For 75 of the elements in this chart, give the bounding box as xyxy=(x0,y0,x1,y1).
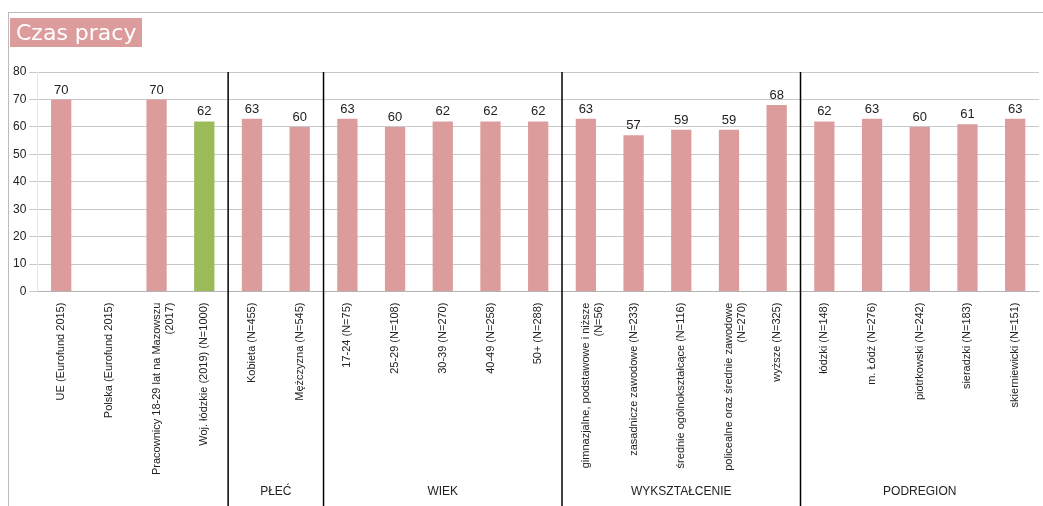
x-tick-label: Woj. łódzkie (2019) (N=1000) xyxy=(197,302,210,446)
bar xyxy=(480,121,501,292)
x-tick-label: piotrkowski (N=242) xyxy=(912,302,925,401)
bar xyxy=(146,99,167,292)
bar xyxy=(623,135,644,292)
y-tick-label: 50 xyxy=(12,146,27,161)
x-tick-label: gimnazjalne, podstawowe i niższe (N=56) xyxy=(578,302,605,469)
bar xyxy=(718,129,740,292)
data-label: 57 xyxy=(626,117,641,133)
bar xyxy=(575,118,597,292)
bar xyxy=(909,126,930,292)
data-label: 68 xyxy=(769,87,784,103)
data-label: 60 xyxy=(387,108,403,124)
x-tick-label: łódzki (N=148) xyxy=(817,302,830,374)
x-tick-label: zasadnicze zawodowe (N=233) xyxy=(626,302,639,456)
x-tick-label: 30-39 (N=270) xyxy=(435,302,448,374)
data-label: 62 xyxy=(530,103,546,119)
data-label: 60 xyxy=(292,108,307,124)
y-tick-label: 20 xyxy=(12,229,27,243)
data-label: 61 xyxy=(960,106,975,122)
data-label: 63 xyxy=(1007,100,1023,116)
y-tick-label: 30 xyxy=(12,201,27,216)
bar xyxy=(671,129,692,292)
x-tick-label: policealne oraz średnie zawodowe (N=270) xyxy=(722,302,748,471)
data-label: 63 xyxy=(244,100,260,116)
bar xyxy=(241,118,263,292)
data-label: 70 xyxy=(53,81,69,97)
y-tick-label: 80 xyxy=(12,64,27,79)
x-tick-label: UE (Eurofund 2015) xyxy=(54,302,67,401)
bar xyxy=(384,126,406,292)
data-label: 60 xyxy=(912,108,927,124)
x-tick-label: Mężczyzna (N=545) xyxy=(292,302,305,401)
bar xyxy=(289,126,310,292)
y-tick-label: 60 xyxy=(12,119,27,134)
bar xyxy=(528,121,549,292)
bar xyxy=(766,104,787,292)
bar xyxy=(51,99,72,292)
bar xyxy=(957,124,978,292)
bar xyxy=(432,121,453,292)
y-tick-label: 70 xyxy=(12,91,27,106)
data-label: 70 xyxy=(149,81,164,97)
x-tick-label: m. Łódź (N=276) xyxy=(865,302,878,385)
bar xyxy=(1005,118,1026,292)
data-label: 62 xyxy=(817,103,832,119)
x-tick-label: średnie ogólnokształcące (N=116) xyxy=(674,302,687,469)
data-label: 63 xyxy=(578,100,594,116)
data-label: 63 xyxy=(864,100,880,116)
x-tick-label: 40-49 (N=258) xyxy=(483,302,496,374)
bar xyxy=(194,121,215,292)
x-tick-label: 17-24 (N=75) xyxy=(340,302,353,368)
text: PŁEĆ xyxy=(260,483,292,499)
chart-title: Czas pracy xyxy=(10,18,143,47)
x-tick-label: skierniewicki (N=151) xyxy=(1008,302,1021,408)
data-label: 59 xyxy=(674,111,689,127)
text: WIEK xyxy=(427,484,459,499)
y-tick-label: 10 xyxy=(12,256,27,271)
bar xyxy=(337,118,358,292)
data-label: 62 xyxy=(483,103,498,119)
data-label: 62 xyxy=(435,103,451,119)
x-tick-label: Kobieta (N=455) xyxy=(245,302,258,384)
x-tick-label: 25-29 (N=108) xyxy=(388,302,401,374)
bar xyxy=(861,118,883,292)
text: WYKSZTAŁCENIE xyxy=(631,484,732,499)
x-tick-label: sieradzki (N=183) xyxy=(960,302,973,390)
y-tick-label: 40 xyxy=(12,174,27,189)
x-tick-label: 50+ (N=288) xyxy=(531,302,544,365)
x-tick-label: wyższe (N=325) xyxy=(769,302,782,383)
data-label: 62 xyxy=(197,103,212,119)
x-tick-label: Pracownicy 18-29 lat na Mazowszu (2017) xyxy=(149,302,175,476)
x-tick-label: Polska (Eurofund 2015) xyxy=(101,302,114,419)
text: PODREGION xyxy=(883,484,957,499)
data-label: 59 xyxy=(721,111,737,127)
data-label: 63 xyxy=(340,100,355,116)
y-tick-label: 0 xyxy=(19,283,27,298)
bar xyxy=(814,121,835,292)
